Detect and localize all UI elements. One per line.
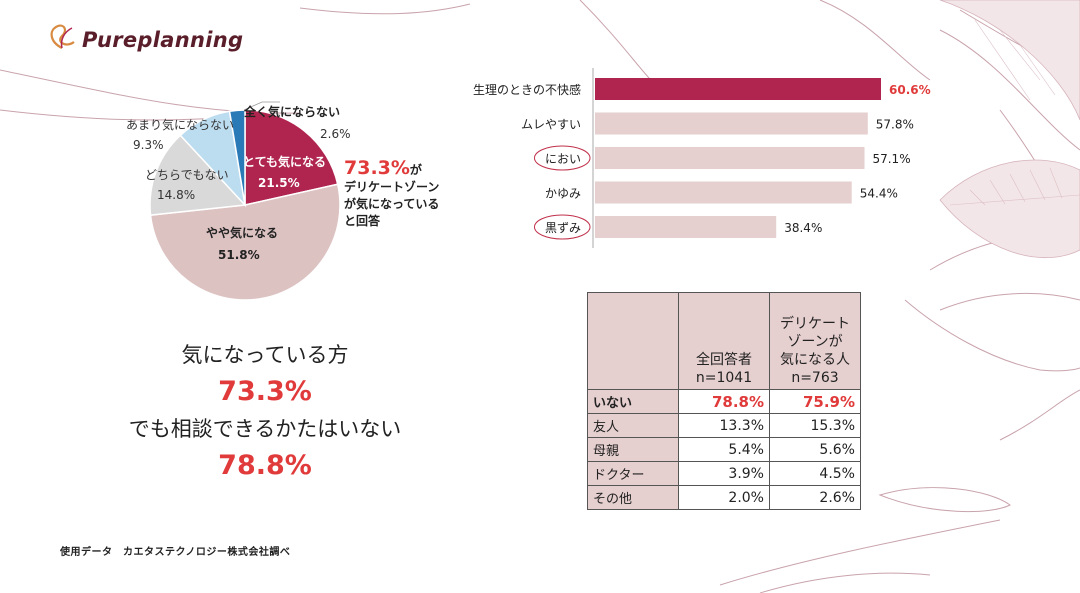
bar-4 [595, 216, 777, 238]
header-concerned-line-1: デリケート [780, 316, 850, 332]
bar-value-label: 57.8% [876, 118, 914, 132]
summary-number-1: 73.3% [218, 376, 312, 407]
row-value-all: 2.0% [678, 485, 770, 510]
bar-3 [595, 181, 852, 204]
header-all-line-1: 全回答者 [696, 352, 752, 368]
category-highlight-circle [534, 214, 591, 240]
row-value-concerned: 75.9% [769, 389, 861, 414]
pie-label-totemo: とても気になる [243, 155, 327, 169]
header-all-line-2: n=1041 [695, 370, 753, 386]
bar-1 [595, 112, 868, 135]
bar-category-label: におい [545, 152, 581, 166]
row-value-concerned: 5.6% [769, 437, 861, 462]
bar-category-label: 生理のときの不快感 [473, 82, 581, 97]
table-row: いない 78.8% 75.9% [587, 389, 861, 414]
table-header-row: 全回答者 n=1041 デリケート ゾーンが 気になる人 n=763 [587, 292, 861, 390]
row-value-all: 13.3% [678, 413, 770, 438]
bar-2 [595, 147, 865, 169]
pie-value-zenzen: 2.6% [320, 127, 351, 141]
bar-value-label: 38.4% [784, 221, 822, 235]
row-label: 友人 [587, 413, 679, 438]
table-row: ドクター 3.9% 4.5% [587, 461, 861, 486]
callout-suffix: が [409, 163, 422, 177]
consultation-table: 全回答者 n=1041 デリケート ゾーンが 気になる人 n=763 いない 7… [587, 292, 861, 510]
row-label: ドクター [587, 461, 679, 486]
pie-slice-yaya [149, 183, 341, 301]
brand-logo-text: Pureplanning [82, 28, 244, 52]
pie-label-dochira: どちらでもない [145, 168, 229, 182]
header-concerned-line-4: n=763 [791, 370, 839, 386]
pie-callout: 73.3%が デリケートゾーン が気になっている と回答 [344, 157, 464, 230]
callout-line3: が気になっている [344, 197, 440, 211]
table-row: 友人 13.3% 15.3% [587, 413, 861, 438]
callout-line4: と回答 [344, 214, 381, 228]
bar-value-label: 54.4% [860, 187, 898, 201]
table-header-empty [587, 292, 679, 390]
pie-slice-zenzen [228, 109, 246, 206]
bar-0 [595, 78, 881, 100]
callout-line2: デリケートゾーン [344, 180, 440, 194]
bar-category-label: 黒ずみ [545, 221, 581, 235]
pie-value-amari: 9.3% [133, 138, 164, 152]
summary-line-1: 気になっている方 [181, 343, 349, 367]
bar-chart: 生理のときの不快感 60.6% ムレやすい 57.8% におい 57.1% かゆみ 54.4%… [473, 68, 931, 248]
row-value-concerned: 15.3% [769, 413, 861, 438]
row-label: いない [587, 389, 679, 414]
row-label: その他 [587, 485, 679, 510]
data-source-note: 使用データ カエタステクノロジー株式会社調べ [60, 547, 291, 558]
row-value-all: 3.9% [678, 461, 770, 486]
table-header-all: 全回答者 n=1041 [678, 292, 770, 390]
row-value-all: 5.4% [678, 437, 770, 462]
pie-leader-line [243, 101, 280, 111]
summary-line-2: でも相談できるかたはいない [128, 417, 402, 441]
header-concerned-line-3: 気になる人 [780, 352, 850, 368]
row-label: 母親 [587, 437, 679, 462]
callout-highlight: 73.3% [344, 157, 410, 179]
category-highlight-circle [534, 145, 591, 171]
pie-label-yaya: やや気になる [206, 226, 279, 240]
row-value-concerned: 2.6% [769, 485, 861, 510]
pie-value-dochira: 14.8% [157, 188, 196, 202]
summary-number-2: 78.8% [218, 450, 312, 481]
row-value-concerned: 4.5% [769, 461, 861, 486]
pie-value-totemo: 21.5% [258, 176, 300, 190]
pie-slice-dochira [149, 134, 247, 216]
header-concerned-line-2: ゾーンが [787, 334, 843, 350]
pie-value-yaya: 51.8% [218, 248, 260, 262]
summary-block: 気になっている方 73.3% でも相談できるかたはいない 78.8% [100, 338, 430, 486]
table-row: その他 2.0% 2.6% [587, 485, 861, 510]
pie-label-amari: あまり気にならない [126, 118, 235, 132]
bar-value-label: 60.6% [889, 83, 931, 97]
bar-category-label: ムレやすい [521, 118, 581, 132]
pie-label-zenzen: 全く気にならない [244, 105, 341, 119]
bar-value-label: 57.1% [872, 152, 910, 166]
ribbon-leaf-icon [50, 24, 75, 49]
table-header-concerned: デリケート ゾーンが 気になる人 n=763 [769, 292, 861, 390]
pie-slice-totemo [244, 109, 339, 206]
pie-chart [149, 101, 341, 301]
table-row: 母親 5.4% 5.6% [587, 437, 861, 462]
bar-category-label: かゆみ [545, 187, 581, 201]
row-value-all: 78.8% [678, 389, 770, 414]
